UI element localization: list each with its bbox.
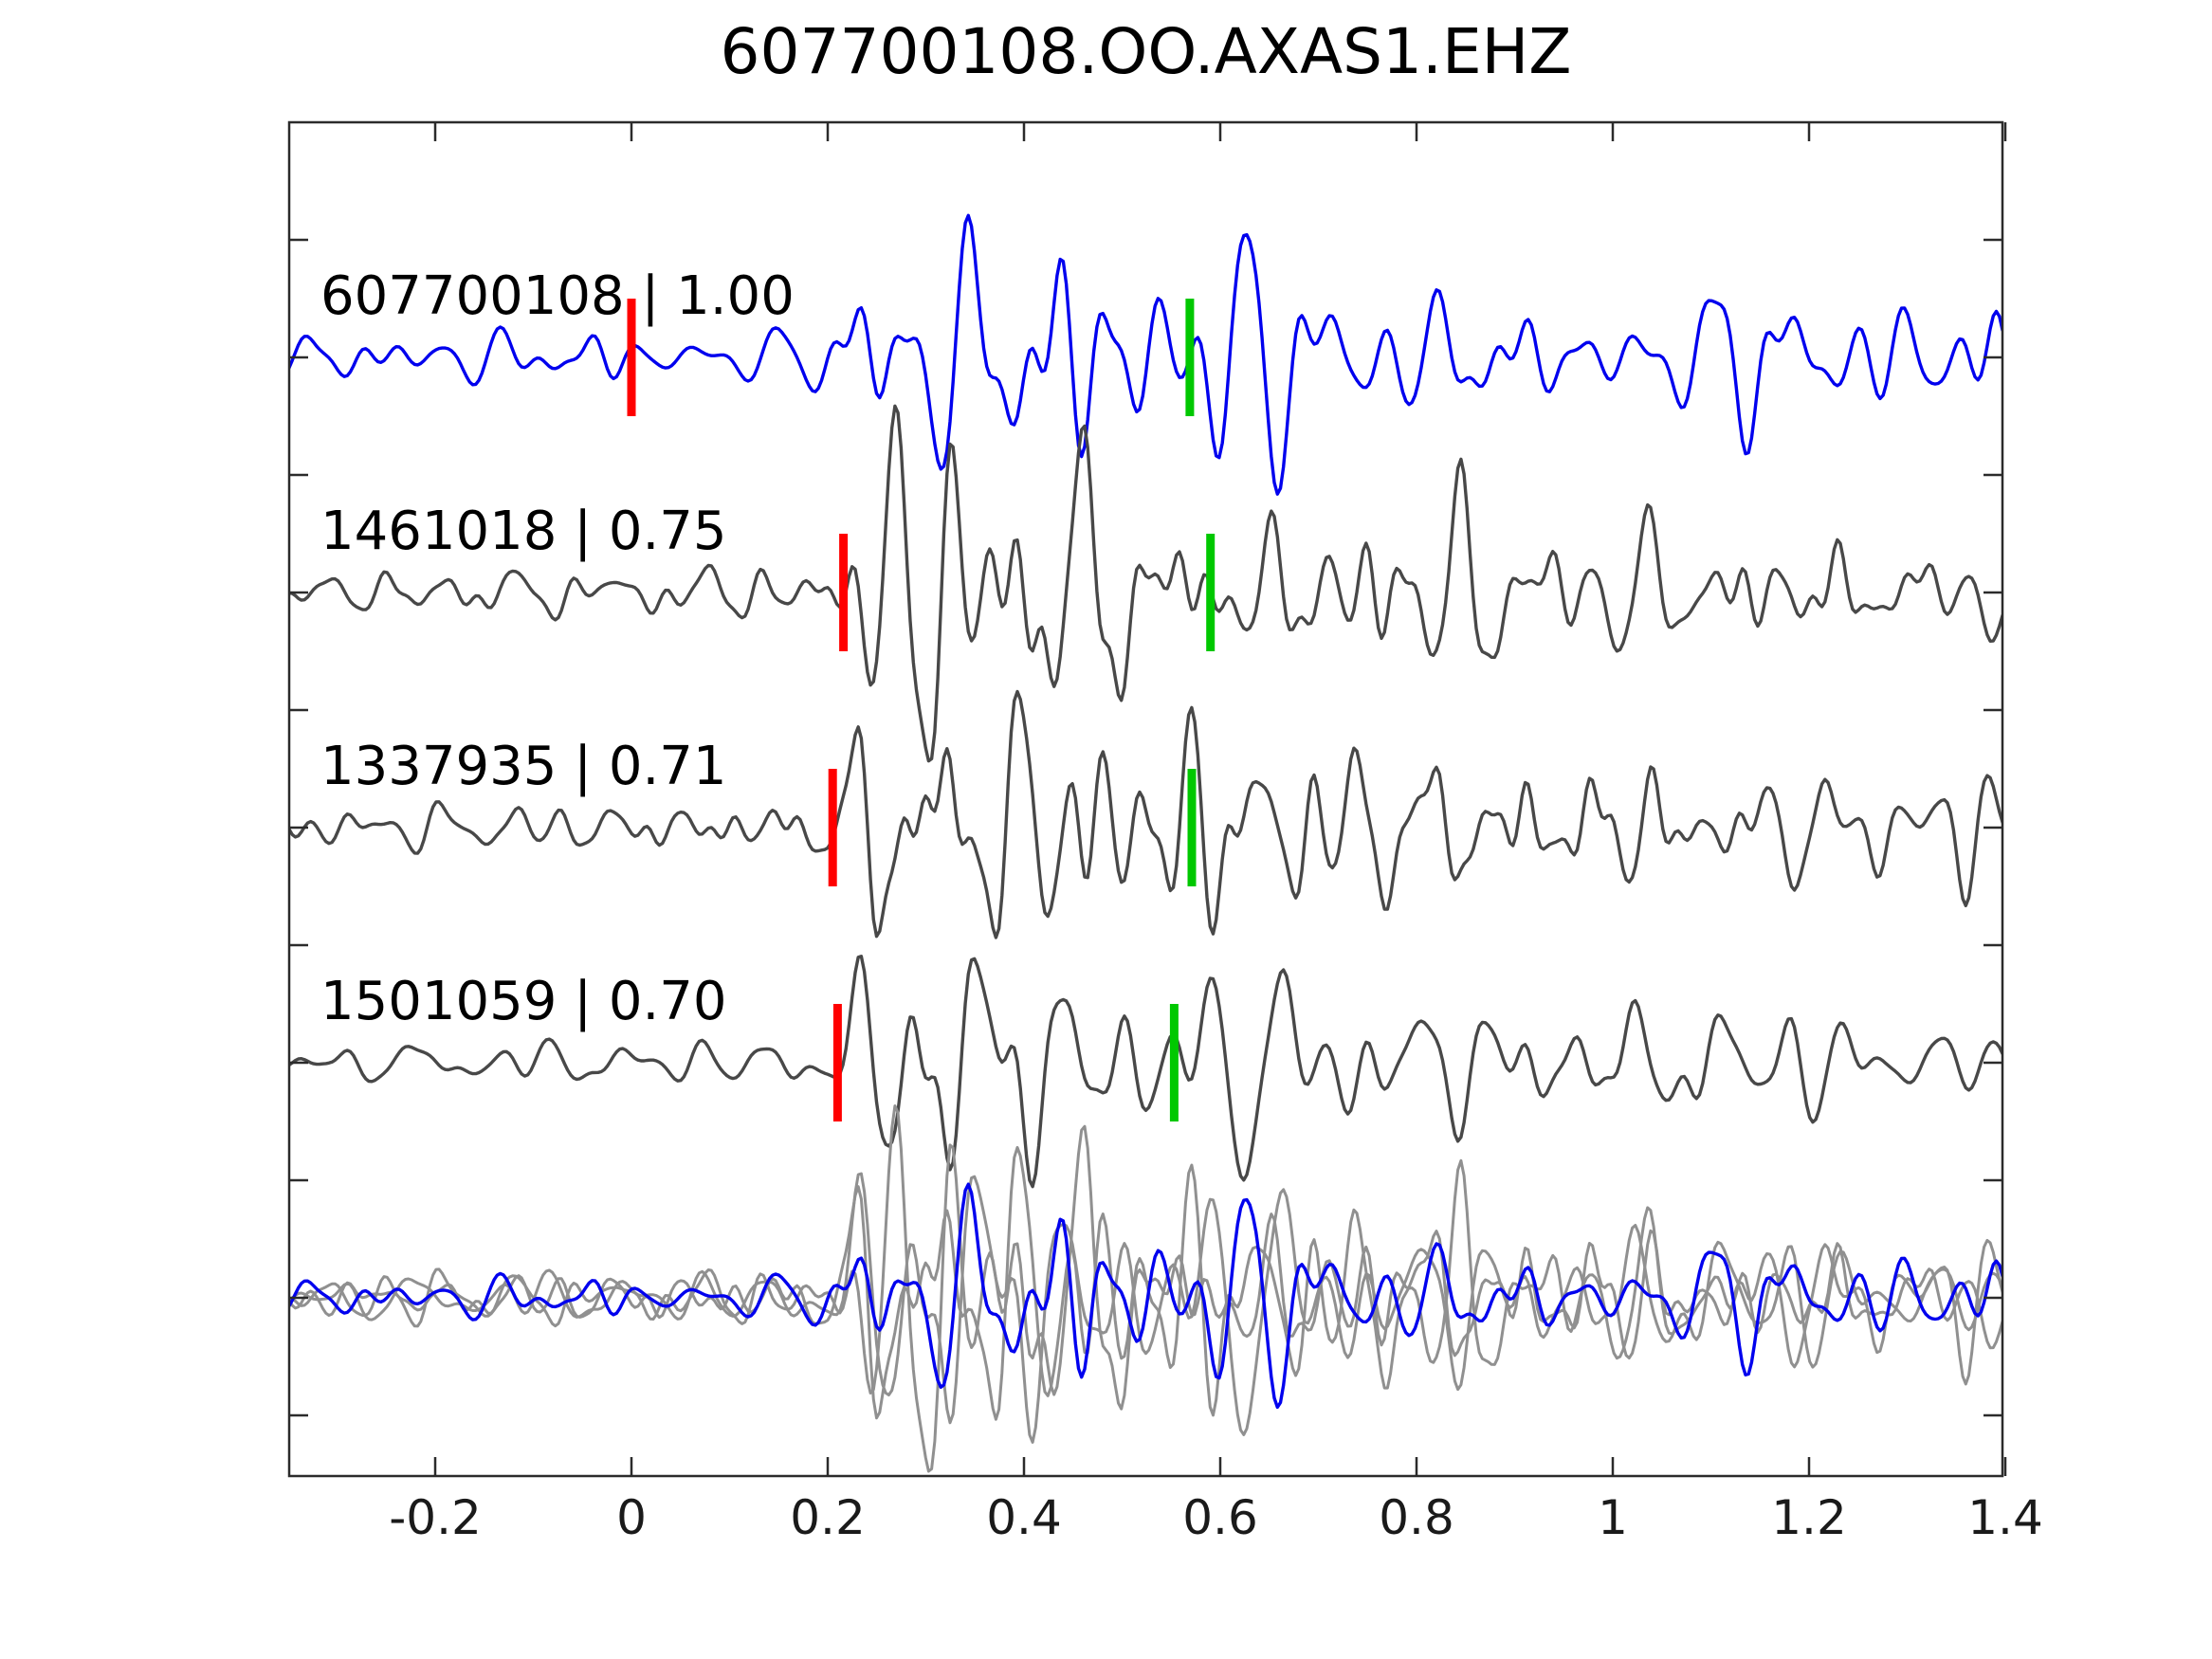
x-tick-label-6: 1: [1598, 1490, 1628, 1545]
red-pick-marker-1501059: [832, 1004, 842, 1121]
axes-frame: [287, 120, 2004, 1478]
red-pick-marker-1337935: [828, 769, 837, 886]
waveform-trace-1461018: [290, 404, 2002, 763]
trace-label-detection-3: 1501059 | 0.70: [320, 971, 727, 1032]
green-pick-marker-1501059: [1169, 1004, 1179, 1121]
trace-label-detection-2: 1337935 | 0.71: [320, 736, 727, 797]
overlay-gray-trace-1337935: [290, 1145, 2002, 1421]
trace-label-detection-1: 1461018 | 0.75: [320, 501, 727, 562]
waveform-trace-1337935: [290, 689, 2002, 939]
red-pick-marker-607700108: [627, 299, 636, 416]
x-tick-label-8: 1.4: [1967, 1490, 2043, 1545]
waveform-trace-607700108: [290, 213, 2002, 496]
waveform-trace-1501059: [290, 955, 2002, 1189]
x-tick-label-2: 0.2: [790, 1490, 866, 1545]
x-tick-label-3: 0.4: [986, 1490, 1062, 1545]
red-pick-marker-1461018: [839, 534, 849, 651]
green-pick-marker-1337935: [1187, 769, 1197, 886]
overlay-gray-trace-1501059: [290, 1172, 2002, 1444]
green-pick-marker-1461018: [1206, 534, 1216, 651]
figure-title: 607700108.OO.AXAS1.EHZ: [720, 15, 1572, 88]
green-pick-marker-607700108: [1185, 299, 1195, 416]
overlay-template-trace: [290, 1182, 2002, 1410]
x-tick-label-1: 0: [616, 1490, 647, 1545]
x-tick-label-0: -0.2: [389, 1490, 482, 1545]
x-tick-label-5: 0.8: [1379, 1490, 1454, 1545]
x-tick-label-4: 0.6: [1182, 1490, 1258, 1545]
trace-label-template: 607700108 | 1.00: [320, 265, 795, 327]
x-tick-label-7: 1.2: [1771, 1490, 1847, 1545]
